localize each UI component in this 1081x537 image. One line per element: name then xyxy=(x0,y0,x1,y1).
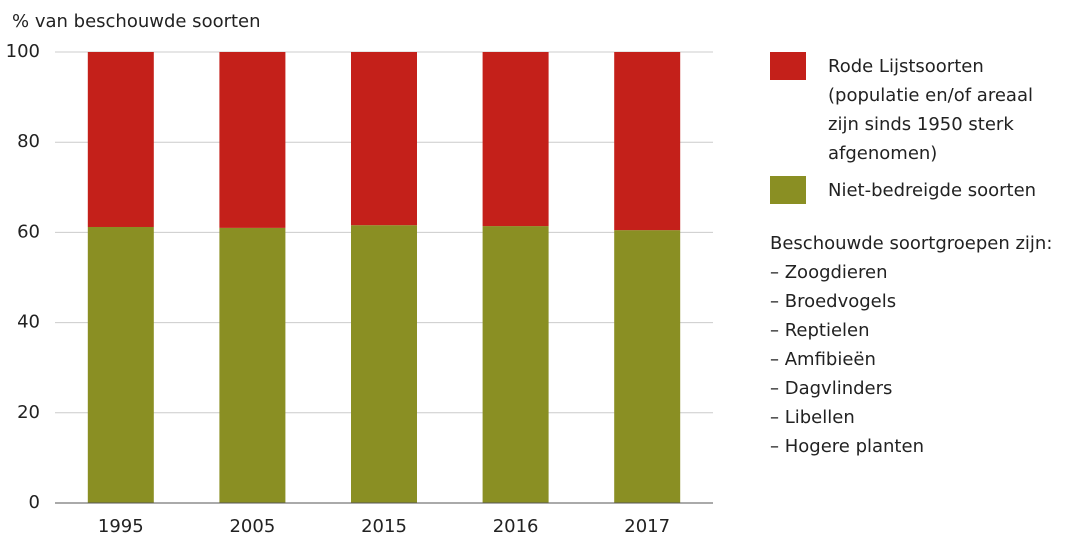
note-item: – Zoogdieren xyxy=(770,262,888,283)
bar-segment xyxy=(87,52,154,227)
legend-label: Rode Lijstsoorten (populatie en/of areaa… xyxy=(828,56,1033,164)
bar-segment xyxy=(351,225,417,503)
legend-swatch xyxy=(770,52,806,80)
y-tick-label: 80 xyxy=(17,131,40,152)
bar-segment xyxy=(87,226,154,503)
note: Beschouwde soortgroepen zijn: – Zoogdier… xyxy=(770,229,1070,461)
x-tick-label: 2005 xyxy=(229,516,275,537)
y-tick-label: 100 xyxy=(6,41,40,62)
y-tick-label: 60 xyxy=(17,221,40,242)
note-item: – Dagvlinders xyxy=(770,378,893,399)
legend-items: Rode Lijstsoorten (populatie en/of areaa… xyxy=(770,52,1070,205)
x-tick-label: 2015 xyxy=(361,516,407,537)
note-item: – Libellen xyxy=(770,407,855,428)
bar-segment xyxy=(219,227,286,503)
note-item: – Amfibieën xyxy=(770,349,876,370)
note-item: – Reptielen xyxy=(770,320,870,341)
x-tick-label: 2016 xyxy=(493,516,539,537)
note-item: – Hogere planten xyxy=(770,436,924,457)
x-tick-label: 1995 xyxy=(98,516,144,537)
note-item: – Broedvogels xyxy=(770,291,897,312)
bar-segment xyxy=(482,52,549,227)
note-items: – Zoogdieren – Broedvogels – Reptielen – Am… xyxy=(770,258,1070,461)
legend-swatch xyxy=(770,176,806,204)
bar-segment xyxy=(219,52,286,228)
legend: Rode Lijstsoorten (populatie en/of areaa… xyxy=(770,52,1070,461)
note-title: Beschouwde soortgroepen zijn: xyxy=(770,233,1053,254)
bar-segment xyxy=(482,226,549,503)
legend-label: Niet-bedreigde soorten xyxy=(828,180,1037,201)
bar-segment xyxy=(614,52,681,231)
y-tick-label: 0 xyxy=(29,492,40,513)
y-tick-label: 20 xyxy=(17,402,40,423)
legend-item: Niet-bedreigde soorten xyxy=(770,176,1070,205)
y-axis-label: % van beschouwde soorten xyxy=(12,11,261,32)
bar-segment xyxy=(351,52,417,226)
bar-segment xyxy=(614,230,681,503)
legend-item: Rode Lijstsoorten (populatie en/of areaa… xyxy=(770,52,1070,168)
y-tick-label: 40 xyxy=(17,312,40,333)
x-tick-label: 2017 xyxy=(624,516,670,537)
